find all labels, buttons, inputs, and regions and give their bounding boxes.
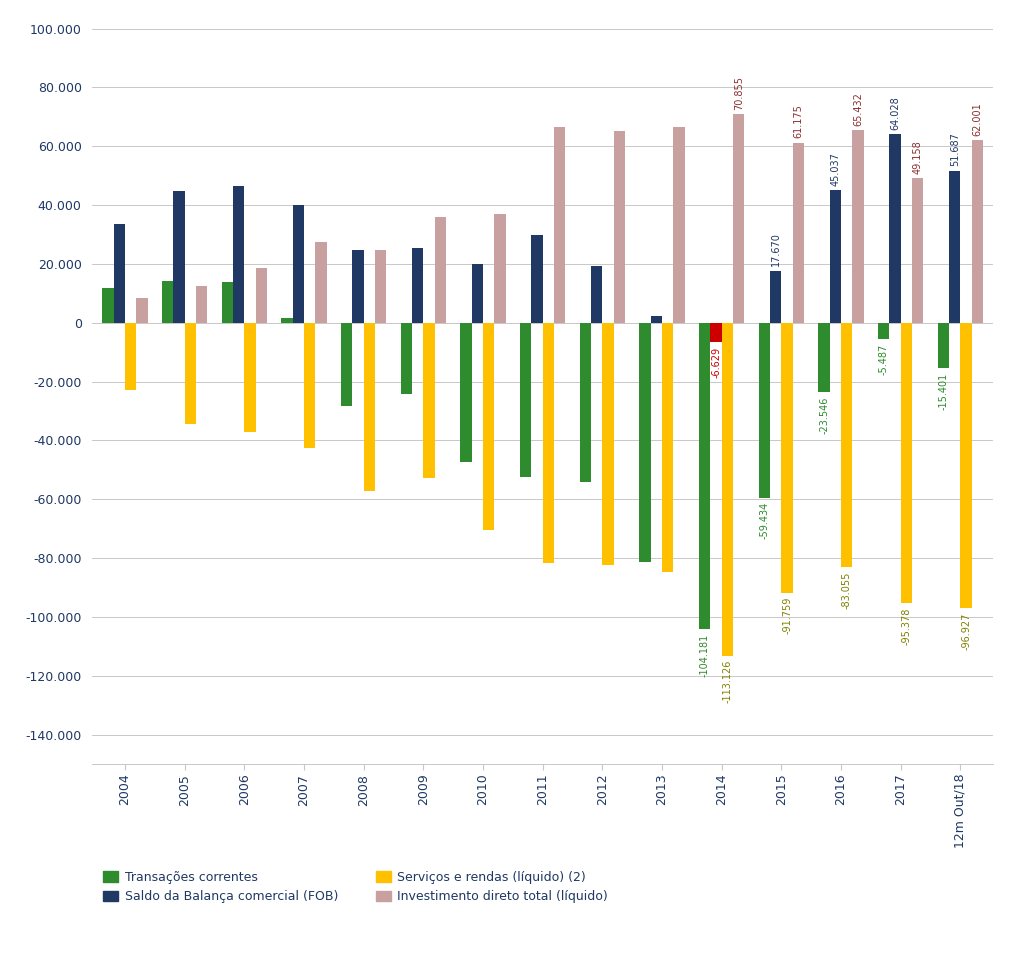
Bar [699, 323, 711, 629]
Bar [591, 265, 602, 323]
Bar [580, 323, 591, 482]
Text: 49.158: 49.158 [912, 140, 923, 174]
Bar [304, 323, 315, 448]
Bar [663, 323, 674, 572]
Bar [196, 286, 207, 323]
Text: 64.028: 64.028 [890, 96, 900, 130]
Bar [102, 288, 114, 323]
Bar [435, 217, 446, 323]
Text: 61.175: 61.175 [794, 104, 804, 138]
Text: 70.855: 70.855 [734, 76, 743, 110]
Bar [852, 130, 864, 323]
Bar [114, 223, 125, 323]
Bar [711, 323, 722, 342]
Bar [711, 323, 722, 342]
Bar [245, 323, 256, 433]
Bar [184, 323, 196, 424]
Bar [781, 323, 793, 593]
Bar [375, 250, 386, 323]
Bar [520, 323, 531, 478]
Text: -59.434: -59.434 [760, 502, 769, 540]
Bar [162, 281, 173, 323]
Bar [256, 267, 267, 323]
Bar [770, 271, 781, 323]
Bar [733, 115, 744, 323]
Text: 17.670: 17.670 [771, 232, 780, 266]
Bar [400, 323, 412, 394]
Bar [949, 171, 961, 323]
Text: -15.401: -15.401 [938, 372, 948, 410]
Text: -95.378: -95.378 [901, 607, 911, 646]
Text: 65.432: 65.432 [853, 92, 863, 126]
Bar [412, 248, 423, 323]
Bar [650, 316, 663, 323]
Text: 45.037: 45.037 [830, 152, 841, 186]
Bar [901, 323, 912, 604]
Bar [233, 186, 245, 323]
Bar [461, 323, 472, 462]
Bar [602, 323, 613, 565]
Text: -83.055: -83.055 [842, 571, 852, 609]
Legend: Transações correntes, Saldo da Balança comercial (FOB), Serviços e rendas (líqui: Transações correntes, Saldo da Balança c… [98, 866, 612, 908]
Text: -113.126: -113.126 [722, 660, 732, 703]
Bar [972, 140, 983, 323]
Bar [136, 298, 147, 323]
Bar [282, 318, 293, 323]
Text: -6.629: -6.629 [711, 347, 721, 378]
Bar [364, 323, 375, 491]
Bar [352, 250, 364, 323]
Bar [829, 190, 841, 323]
Text: -104.181: -104.181 [699, 633, 710, 677]
Bar [639, 323, 650, 562]
Text: -91.759: -91.759 [782, 597, 793, 634]
Bar [315, 242, 327, 323]
Bar [961, 323, 972, 608]
Bar [483, 323, 495, 530]
Bar [722, 323, 733, 655]
Text: 51.687: 51.687 [950, 133, 959, 166]
Text: -96.927: -96.927 [962, 612, 971, 649]
Bar [531, 235, 543, 323]
Bar [173, 191, 184, 323]
Text: -5.487: -5.487 [879, 344, 889, 374]
Bar [472, 264, 483, 323]
Bar [890, 135, 901, 323]
Bar [543, 323, 554, 562]
Bar [793, 143, 804, 323]
Bar [554, 127, 565, 323]
Bar [938, 323, 949, 368]
Bar [879, 323, 890, 339]
Bar [341, 323, 352, 406]
Bar [674, 127, 685, 323]
Bar [221, 282, 233, 323]
Bar [841, 323, 852, 567]
Bar [613, 131, 625, 323]
Bar [495, 214, 506, 323]
Bar [818, 323, 829, 393]
Bar [125, 323, 136, 391]
Text: -23.546: -23.546 [819, 396, 829, 434]
Bar [759, 323, 770, 498]
Bar [423, 323, 435, 478]
Text: 62.001: 62.001 [973, 102, 982, 136]
Bar [293, 205, 304, 323]
Bar [912, 179, 924, 323]
